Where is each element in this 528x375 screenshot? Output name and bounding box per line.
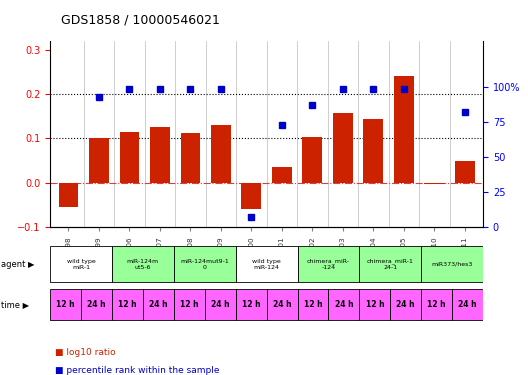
Text: 12 h: 12 h	[428, 300, 446, 309]
Text: 12 h: 12 h	[242, 300, 260, 309]
Text: 24 h: 24 h	[149, 300, 168, 309]
Bar	[174, 290, 205, 320]
Bar	[235, 290, 267, 320]
Bar	[50, 246, 112, 282]
Text: 24 h: 24 h	[87, 300, 106, 309]
Bar	[235, 246, 298, 282]
Bar	[81, 290, 112, 320]
Text: GDS1858 / 10000546021: GDS1858 / 10000546021	[61, 13, 220, 26]
Bar	[452, 290, 483, 320]
Bar	[328, 290, 360, 320]
Bar	[333, 113, 353, 183]
Bar	[241, 183, 261, 209]
Bar	[272, 167, 292, 183]
Text: ■ percentile rank within the sample: ■ percentile rank within the sample	[55, 366, 220, 375]
Text: 12 h: 12 h	[304, 300, 322, 309]
Text: miR-124m
ut5-6: miR-124m ut5-6	[127, 259, 159, 270]
Bar	[360, 290, 390, 320]
Text: 12 h: 12 h	[56, 300, 75, 309]
Text: chimera_miR-1
24-1: chimera_miR-1 24-1	[367, 259, 414, 270]
Text: miR373/hes3: miR373/hes3	[431, 262, 473, 267]
Text: 24 h: 24 h	[273, 300, 291, 309]
Text: wild type
miR-124: wild type miR-124	[252, 259, 281, 270]
Text: 24 h: 24 h	[211, 300, 230, 309]
Bar	[360, 246, 421, 282]
Bar	[394, 76, 414, 183]
Bar	[205, 290, 235, 320]
Bar	[211, 125, 231, 183]
Bar	[150, 126, 170, 183]
Text: agent ▶: agent ▶	[1, 260, 34, 269]
Bar	[298, 246, 360, 282]
Bar	[455, 162, 475, 183]
Text: chimera_miR-
-124: chimera_miR- -124	[307, 259, 350, 270]
Bar	[143, 290, 174, 320]
Bar	[89, 138, 109, 183]
Bar	[174, 246, 235, 282]
Bar	[112, 246, 174, 282]
Text: time ▶: time ▶	[1, 300, 29, 309]
Text: 12 h: 12 h	[180, 300, 199, 309]
Text: 24 h: 24 h	[397, 300, 415, 309]
Bar	[267, 290, 298, 320]
Bar	[421, 246, 483, 282]
Text: ■ log10 ratio: ■ log10 ratio	[55, 348, 116, 357]
Text: 24 h: 24 h	[335, 300, 353, 309]
Text: 24 h: 24 h	[458, 300, 477, 309]
Bar	[181, 133, 200, 183]
Bar	[363, 120, 383, 183]
Bar	[303, 137, 322, 183]
Bar	[112, 290, 143, 320]
Bar	[390, 290, 421, 320]
Bar	[425, 183, 444, 184]
Text: wild type
miR-1: wild type miR-1	[67, 259, 96, 270]
Bar	[59, 183, 78, 207]
Text: 12 h: 12 h	[118, 300, 137, 309]
Bar	[298, 290, 328, 320]
Text: 12 h: 12 h	[365, 300, 384, 309]
Bar	[119, 132, 139, 183]
Bar	[421, 290, 452, 320]
Text: miR-124mut9-1
0: miR-124mut9-1 0	[181, 259, 229, 270]
Bar	[50, 290, 81, 320]
